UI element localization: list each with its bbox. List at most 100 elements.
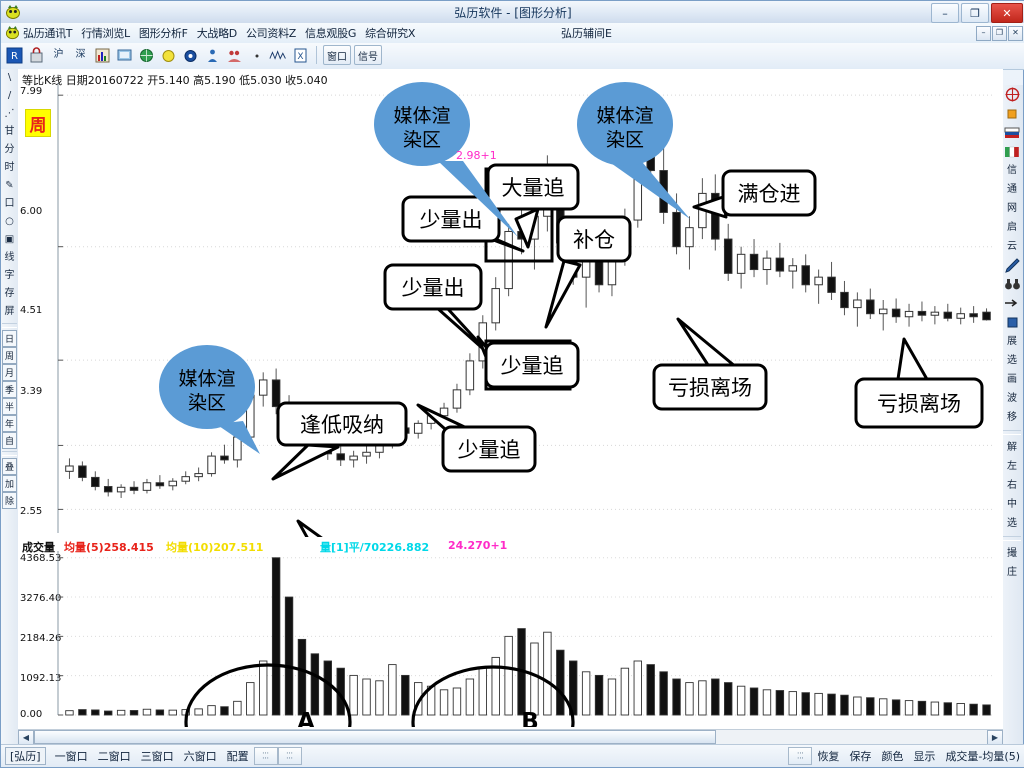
menu-item-tongxun[interactable]: 弘历通讯T: [23, 27, 73, 40]
line-tool-parallel-icon[interactable]: ⋰: [4, 108, 15, 119]
person-icon[interactable]: [203, 45, 222, 65]
rail-label-zhuang[interactable]: 庄: [1007, 566, 1017, 578]
period-day[interactable]: 日: [2, 330, 17, 347]
chart-area[interactable]: 等比K线 日期20160722 开5.140 高5.190 低5.030 收5.…: [18, 69, 1003, 745]
screen-icon[interactable]: [115, 45, 134, 65]
period-custom[interactable]: 自: [2, 432, 17, 449]
status-window-2[interactable]: 二窗口: [97, 750, 131, 763]
fen-tool[interactable]: 分: [4, 144, 15, 155]
menu-item-zonghe[interactable]: 综合研究X: [365, 27, 416, 40]
rail-label-zhan[interactable]: 展: [1007, 335, 1017, 347]
rail-label-tong[interactable]: 通: [1007, 183, 1017, 195]
bar-chart-icon[interactable]: [93, 45, 112, 65]
pen-icon[interactable]: [1002, 256, 1022, 275]
period-half[interactable]: 半: [2, 398, 17, 415]
box-icon[interactable]: [1002, 313, 1022, 332]
dot-icon[interactable]: [247, 45, 266, 65]
shenzhen-icon[interactable]: 深: [75, 49, 86, 60]
eye-icon[interactable]: [181, 45, 200, 65]
scroll-thumb[interactable]: [34, 730, 716, 744]
rail-label-zhong[interactable]: 中: [1007, 498, 1017, 510]
line-tool[interactable]: 线: [4, 252, 15, 263]
close-button[interactable]: ✕: [991, 3, 1023, 23]
signal-button[interactable]: 信号: [354, 45, 382, 65]
wave-icon[interactable]: [269, 45, 288, 65]
period-week[interactable]: 周: [2, 347, 17, 364]
minimize-button[interactable]: –: [931, 3, 959, 23]
status-display[interactable]: 显示: [913, 750, 936, 763]
group-icon[interactable]: [225, 45, 244, 65]
split-extra-button[interactable]: ⋯ ⋯: [788, 747, 813, 765]
rail-label-qi[interactable]: 启: [1007, 221, 1017, 233]
image-tool[interactable]: ▣: [4, 234, 15, 245]
remove-button[interactable]: 除: [2, 492, 17, 509]
save-tool[interactable]: 存: [4, 288, 15, 299]
lock-icon[interactable]: [27, 45, 46, 65]
rail-label-hua[interactable]: 画: [1007, 373, 1017, 385]
status-config[interactable]: 配置: [226, 750, 249, 763]
rail-label-xuan2[interactable]: 选: [1007, 517, 1017, 529]
window-button[interactable]: 窗口: [323, 45, 351, 65]
overlay-button[interactable]: 叠: [2, 458, 17, 475]
period-year[interactable]: 年: [2, 415, 17, 432]
refresh-icon[interactable]: R: [5, 45, 24, 65]
mdi-minimize-button[interactable]: –: [976, 26, 991, 41]
price-panel[interactable]: 等比K线 日期20160722 开5.140 高5.190 低5.030 收5.…: [18, 69, 1003, 538]
horizontal-scrollbar[interactable]: ◀ ▶: [18, 729, 1003, 745]
rail-label-yi[interactable]: 移: [1007, 411, 1017, 423]
status-color[interactable]: 颜色: [881, 750, 904, 763]
excel-icon[interactable]: X: [291, 45, 310, 65]
callout-box-2: 补仓: [544, 215, 632, 329]
menu-item-fuzhu[interactable]: 弘历辅间E: [561, 27, 612, 40]
volume-axis-label-4: 0.00: [20, 709, 43, 720]
period-month[interactable]: 月: [2, 364, 17, 381]
maximize-button[interactable]: ❐: [961, 3, 989, 23]
flag-italy-icon[interactable]: [1002, 142, 1022, 161]
square-orange-icon[interactable]: [1002, 104, 1022, 123]
rail-label-bo[interactable]: 波: [1007, 392, 1017, 404]
status-window-1[interactable]: 一窗口: [54, 750, 88, 763]
rail-label-zuo[interactable]: 左: [1007, 460, 1017, 472]
gann-tool[interactable]: 甘: [4, 126, 15, 137]
rail-label-yun[interactable]: 云: [1007, 240, 1017, 252]
rail-label-you[interactable]: 右: [1007, 479, 1017, 491]
line-tool-slash-icon[interactable]: /: [7, 90, 12, 101]
menu-item-dazhanlue[interactable]: 大战略D: [196, 27, 238, 40]
status-window-6[interactable]: 六窗口: [183, 750, 217, 763]
menu-item-xinxi[interactable]: 信息观股G: [305, 27, 357, 40]
volume-panel[interactable]: 成交量 均量(5)258.415 均量(10)207.511 量[1]平/702…: [18, 537, 1003, 727]
arrow-icon[interactable]: [1002, 294, 1022, 313]
split-v-button[interactable]: ⋯ ⋯: [277, 747, 302, 765]
shi-tool[interactable]: 时: [4, 162, 15, 173]
circle-tool[interactable]: ○: [5, 216, 14, 227]
shanghai-icon[interactable]: 沪: [53, 49, 64, 60]
scroll-right-arrow[interactable]: ▶: [987, 729, 1003, 745]
rail-label-wang[interactable]: 网: [1007, 202, 1017, 214]
status-restore[interactable]: 恢复: [817, 750, 840, 763]
mdi-close-button[interactable]: ✕: [1008, 26, 1023, 41]
binoculars-icon[interactable]: [1002, 275, 1022, 294]
line-tool-backslash-icon[interactable]: \: [7, 72, 12, 83]
pencil-icon[interactable]: ✎: [5, 180, 14, 191]
crosshair-icon[interactable]: [1002, 85, 1022, 104]
rail-label-xin[interactable]: 信: [1007, 164, 1017, 176]
add-button[interactable]: 加: [2, 475, 17, 492]
split-h-button[interactable]: ⋯ ⋯: [253, 747, 278, 765]
menu-item-hangqing[interactable]: 行情浏览L: [81, 27, 130, 40]
globe-icon[interactable]: [137, 45, 156, 65]
circle-yellow-icon[interactable]: [159, 45, 178, 65]
rect-tool[interactable]: 口: [4, 198, 15, 209]
text-tool[interactable]: 字: [4, 270, 15, 281]
period-quarter[interactable]: 季: [2, 381, 17, 398]
rail-label-xuan[interactable]: 选: [1007, 354, 1017, 366]
scroll-left-arrow[interactable]: ◀: [18, 729, 34, 745]
menu-item-tuxing[interactable]: 图形分析F: [138, 27, 188, 40]
rail-label-jie[interactable]: 解: [1007, 441, 1017, 453]
menu-item-gongsi[interactable]: 公司资料Z: [245, 27, 297, 40]
rail-label-cuo[interactable]: 撮: [1007, 547, 1017, 559]
status-window-3[interactable]: 三窗口: [140, 750, 174, 763]
mdi-restore-button[interactable]: ❐: [992, 26, 1007, 41]
flag-blue-icon[interactable]: [1002, 123, 1022, 142]
screen-tool[interactable]: 屏: [4, 306, 15, 317]
status-save[interactable]: 保存: [849, 750, 872, 763]
